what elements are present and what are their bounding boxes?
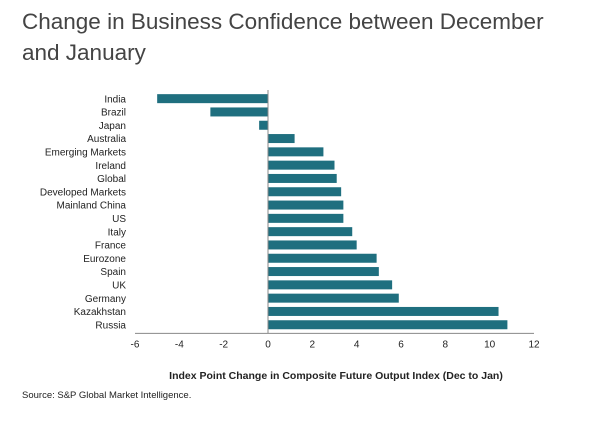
category-label: Japan	[99, 121, 126, 132]
category-label: Emerging Markets	[45, 147, 126, 158]
source-note: Source: S&P Global Market Intelligence.	[22, 390, 192, 401]
x-tick-label: 12	[528, 339, 540, 350]
category-labels: India Brazil Japan Australia Emerging Market…	[40, 94, 127, 331]
bar-global	[268, 173, 337, 183]
bar-eurozone	[268, 253, 377, 263]
x-tick-label: -2	[219, 339, 228, 350]
bar-brazil	[210, 107, 268, 117]
category-label: Brazil	[101, 108, 126, 119]
category-label: France	[95, 241, 127, 252]
bar-spain	[268, 267, 379, 277]
bar-france	[268, 240, 357, 250]
category-label: Italy	[108, 227, 126, 238]
x-tick-label: -6	[131, 339, 140, 350]
bar-italy	[268, 227, 353, 237]
category-label: Spain	[100, 267, 126, 278]
bar-emerging-markets	[268, 147, 324, 157]
bar-us	[268, 213, 344, 223]
x-tick-label: 6	[398, 339, 404, 350]
x-tick-label: 2	[310, 339, 316, 350]
bar-india	[157, 94, 268, 104]
x-axis-label: Index Point Change in Composite Future O…	[169, 370, 503, 382]
category-label: Germany	[85, 294, 126, 305]
bar-australia	[268, 134, 295, 144]
x-tick-label: 4	[354, 339, 360, 350]
category-label: Eurozone	[83, 254, 126, 265]
x-tick-label: 8	[443, 339, 449, 350]
bar-developed-markets	[268, 187, 342, 197]
bar-kazakhstan	[268, 306, 499, 316]
category-label: Global	[97, 174, 126, 185]
bar-japan	[259, 120, 268, 130]
chart-title: Change in Business Confidence between De…	[22, 9, 544, 65]
category-label: Ireland	[95, 161, 126, 172]
category-label: Russia	[95, 320, 126, 331]
category-label: Australia	[87, 134, 126, 145]
category-label: UK	[112, 280, 126, 291]
bar-germany	[268, 293, 399, 303]
category-label: Mainland China	[57, 201, 127, 212]
category-label: India	[104, 94, 126, 105]
x-tick-label: 0	[265, 339, 271, 350]
category-label: Developed Markets	[40, 187, 126, 198]
category-label: Kazakhstan	[74, 307, 126, 318]
bar-mainland-china	[268, 200, 344, 210]
bar-ireland	[268, 160, 335, 170]
x-tick-label: -4	[175, 339, 184, 350]
category-label: US	[112, 214, 126, 225]
bar-russia	[268, 320, 508, 330]
bar-uk	[268, 280, 393, 290]
bars-group	[157, 94, 508, 330]
x-tick-label: 10	[484, 339, 496, 350]
x-tick-labels: -6 -4 -2 0 2 4 6 8 10 12	[131, 339, 540, 350]
